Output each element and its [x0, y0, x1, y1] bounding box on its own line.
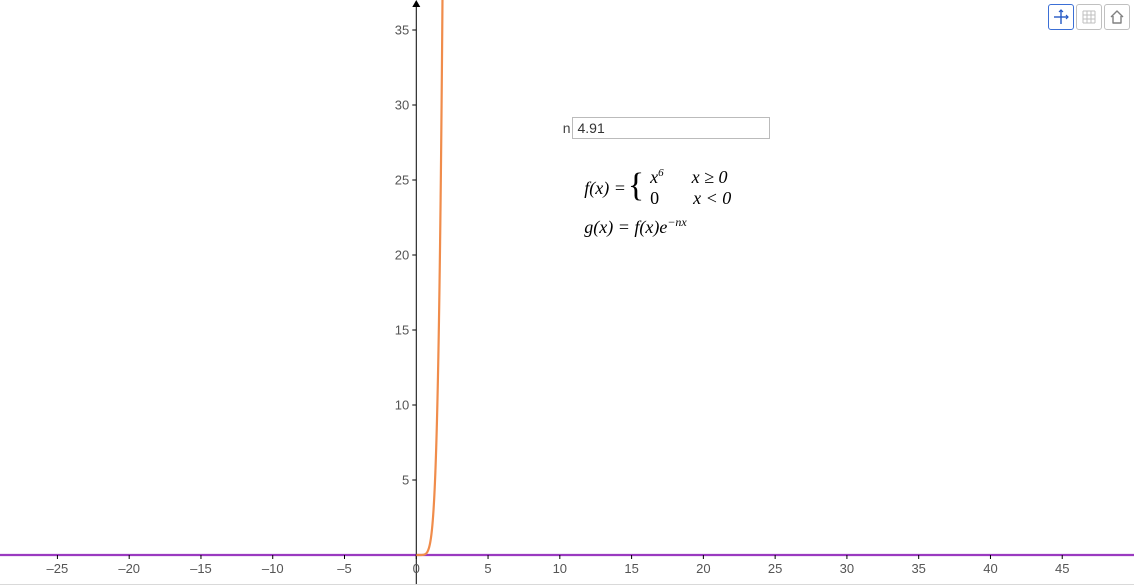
- x-tick-label: –10: [262, 561, 284, 576]
- piece2-expr: 0: [650, 188, 659, 209]
- y-tick-label: 15: [395, 323, 409, 338]
- x-tick-label: –20: [118, 561, 140, 576]
- formula-block: f(x) = { x6 x ≥ 0 0 x < 0 g(x) = f(x)e−n…: [584, 167, 731, 238]
- x-tick-label: 10: [553, 561, 567, 576]
- y-tick-label: 25: [395, 173, 409, 188]
- x-tick-label: 30: [840, 561, 854, 576]
- piece1-expr: x: [650, 167, 658, 187]
- home-view-button[interactable]: [1104, 4, 1130, 30]
- grid-icon: [1081, 9, 1097, 25]
- x-tick-label: 20: [696, 561, 710, 576]
- y-tick-label: 20: [395, 248, 409, 263]
- g-exp: −nx: [667, 215, 686, 229]
- x-tick-label: 25: [768, 561, 782, 576]
- n-input-group: n: [563, 117, 771, 139]
- x-tick-label: 5: [484, 561, 491, 576]
- brace-icon: {: [628, 171, 644, 201]
- g-of-x-label: g(x) = f(x)e−nx: [584, 217, 687, 237]
- f-curve: [416, 0, 443, 555]
- toggle-grid-button[interactable]: [1076, 4, 1102, 30]
- y-tick-label: 30: [395, 98, 409, 113]
- toolbar: [1048, 4, 1130, 30]
- x-tick-label: –25: [47, 561, 69, 576]
- plot-area[interactable]: –25 –20 –15 –10 –5 0 5 10 15 20 25 30 35 40 45 5 10 15 20 2…: [0, 0, 1134, 585]
- x-tick-label: –5: [337, 561, 351, 576]
- piece1-cond: x ≥ 0: [692, 167, 728, 188]
- x-tick-label: 35: [911, 561, 925, 576]
- axes-icon: [1053, 9, 1069, 25]
- n-input[interactable]: [572, 117, 770, 139]
- move-axes-button[interactable]: [1048, 4, 1074, 30]
- plot-svg: [0, 0, 1134, 585]
- piece2-cond: x < 0: [693, 188, 731, 209]
- x-tick-label: 45: [1055, 561, 1069, 576]
- x-tick-label: 15: [624, 561, 638, 576]
- y-tick-label: 5: [402, 473, 409, 488]
- y-axis-arrow: [412, 0, 420, 7]
- home-icon: [1109, 9, 1125, 25]
- n-input-label: n: [563, 120, 571, 136]
- y-tick-label: 10: [395, 398, 409, 413]
- piece1-exp: 6: [658, 167, 664, 179]
- x-tick-label: 0: [413, 561, 420, 576]
- x-tick-label: 40: [983, 561, 997, 576]
- y-tick-label: 35: [395, 23, 409, 38]
- x-tick-label: –15: [190, 561, 212, 576]
- f-of-x-label: f(x) =: [584, 178, 626, 199]
